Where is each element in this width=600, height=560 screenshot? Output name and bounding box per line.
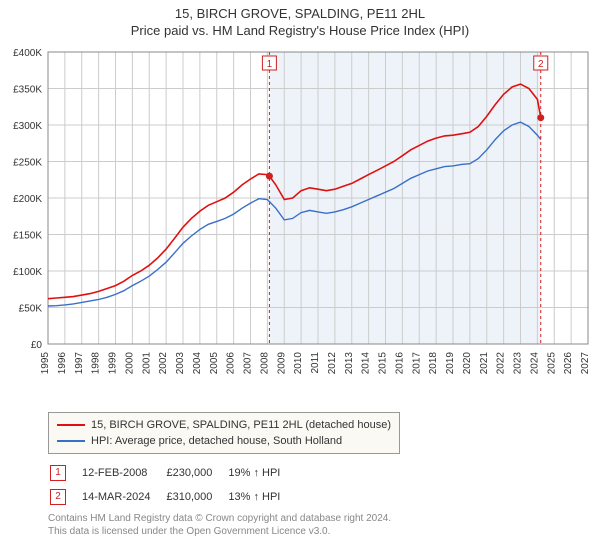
chart-svg: £0 £50K £100K £150K £200K £250K £300K £350K £400… xyxy=(0,44,600,404)
svg-text:2010: 2010 xyxy=(293,352,304,375)
footer-line1: Contains HM Land Registry data © Crown c… xyxy=(48,512,391,525)
legend-label: HPI: Average price, detached house, Sout… xyxy=(91,435,342,447)
svg-text:£100K: £100K xyxy=(13,267,42,278)
marker-row: 1 12-FEB-2008£230,00019% ↑ HPI xyxy=(50,462,294,484)
svg-text:£350K: £350K xyxy=(13,85,42,96)
svg-text:1999: 1999 xyxy=(108,352,119,375)
svg-text:1995: 1995 xyxy=(40,352,51,375)
svg-text:2004: 2004 xyxy=(192,352,203,375)
svg-text:£200K: £200K xyxy=(13,194,42,205)
svg-text:£150K: £150K xyxy=(13,231,42,242)
svg-text:2000: 2000 xyxy=(124,352,135,375)
svg-text:2012: 2012 xyxy=(327,352,338,375)
svg-text:2003: 2003 xyxy=(175,352,186,375)
marker-table: 1 12-FEB-2008£230,00019% ↑ HPI 2 14-MAR-202… xyxy=(48,460,296,510)
svg-text:2011: 2011 xyxy=(310,352,321,374)
legend-swatch xyxy=(57,440,85,442)
svg-text:2023: 2023 xyxy=(513,352,524,375)
svg-text:2: 2 xyxy=(538,59,544,70)
svg-text:2001: 2001 xyxy=(141,352,152,375)
marker-price: £230,000 xyxy=(166,462,226,484)
svg-text:2027: 2027 xyxy=(580,352,591,375)
svg-text:2019: 2019 xyxy=(445,352,456,375)
footer-line2: This data is licensed under the Open Gov… xyxy=(48,525,391,538)
svg-text:2009: 2009 xyxy=(276,352,287,375)
legend-row: 15, BIRCH GROVE, SPALDING, PE11 2HL (det… xyxy=(57,417,391,433)
svg-text:1996: 1996 xyxy=(57,352,68,375)
svg-text:2020: 2020 xyxy=(462,352,473,375)
legend-label: 15, BIRCH GROVE, SPALDING, PE11 2HL (det… xyxy=(91,419,391,431)
legend-row: HPI: Average price, detached house, Sout… xyxy=(57,433,391,449)
svg-text:2022: 2022 xyxy=(496,352,507,375)
svg-text:1997: 1997 xyxy=(74,352,85,375)
marker-row: 2 14-MAR-2024£310,00013% ↑ HPI xyxy=(50,486,294,508)
title-address: 15, BIRCH GROVE, SPALDING, PE11 2HL xyxy=(0,6,600,21)
footer: Contains HM Land Registry data © Crown c… xyxy=(48,512,391,538)
marker-delta: 19% ↑ HPI xyxy=(228,462,294,484)
svg-text:2007: 2007 xyxy=(243,352,254,375)
svg-text:£400K: £400K xyxy=(13,48,42,59)
svg-text:2018: 2018 xyxy=(428,352,439,375)
svg-text:1: 1 xyxy=(267,59,273,70)
svg-text:2013: 2013 xyxy=(344,352,355,375)
svg-text:2014: 2014 xyxy=(361,352,372,375)
svg-text:£0: £0 xyxy=(31,340,43,351)
svg-text:2008: 2008 xyxy=(259,352,270,375)
svg-text:2002: 2002 xyxy=(158,352,169,375)
svg-text:2021: 2021 xyxy=(479,352,490,375)
chart-container: 15, BIRCH GROVE, SPALDING, PE11 2HL Pric… xyxy=(0,0,600,560)
marker-price: £310,000 xyxy=(166,486,226,508)
chart-area: £0 £50K £100K £150K £200K £250K £300K £350K £400… xyxy=(0,44,600,404)
svg-text:1998: 1998 xyxy=(91,352,102,375)
svg-text:2026: 2026 xyxy=(563,352,574,375)
svg-text:£250K: £250K xyxy=(13,158,42,169)
svg-text:2024: 2024 xyxy=(529,352,540,375)
svg-text:2016: 2016 xyxy=(394,352,405,375)
svg-text:2006: 2006 xyxy=(226,352,237,375)
title-subtitle: Price paid vs. HM Land Registry's House … xyxy=(0,23,600,38)
marker-date: 12-FEB-2008 xyxy=(82,462,164,484)
titles: 15, BIRCH GROVE, SPALDING, PE11 2HL Pric… xyxy=(0,0,600,38)
legend: 15, BIRCH GROVE, SPALDING, PE11 2HL (det… xyxy=(48,412,400,454)
svg-text:2025: 2025 xyxy=(546,352,557,375)
svg-text:2005: 2005 xyxy=(209,352,220,375)
marker-number-box: 2 xyxy=(50,489,66,505)
svg-text:£300K: £300K xyxy=(13,121,42,132)
svg-text:2017: 2017 xyxy=(411,352,422,375)
svg-text:2015: 2015 xyxy=(378,352,389,375)
marker-date: 14-MAR-2024 xyxy=(82,486,164,508)
marker-delta: 13% ↑ HPI xyxy=(228,486,294,508)
marker-number-box: 1 xyxy=(50,465,66,481)
legend-swatch xyxy=(57,424,85,426)
svg-text:£50K: £50K xyxy=(19,304,43,315)
